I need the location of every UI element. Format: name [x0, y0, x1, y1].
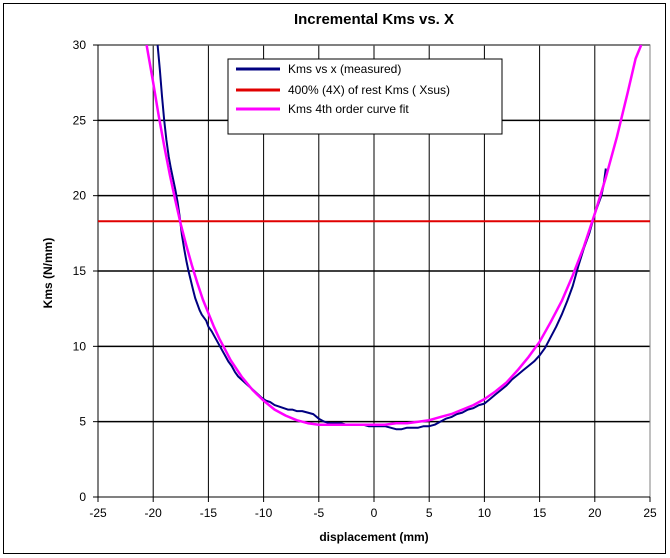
x-tick-label-2: -15 [200, 506, 218, 520]
x-tick-label-10: 25 [643, 506, 657, 520]
y-tick-label-4: 20 [73, 189, 87, 203]
x-tick-label-4: -5 [313, 506, 324, 520]
x-tick-label-7: 10 [478, 506, 492, 520]
y-tick-label-0: 0 [79, 490, 86, 504]
legend: Kms vs x (measured) 400% (4X) of rest Km… [227, 58, 503, 135]
series-lines [98, 44, 650, 431]
x-tick-label-5: 0 [371, 506, 378, 520]
tick-labels: 0 5 10 15 20 25 30 -25 -20 -15 -10 -5 0 5 10 15 20 25 [73, 38, 657, 520]
y-tick-label-1: 5 [79, 415, 86, 429]
x-tick-label-1: -20 [145, 506, 163, 520]
y-axis-title: Kms (N/mm) [41, 238, 55, 309]
x-tick-label-8: 15 [533, 506, 547, 520]
y-tick-label-3: 15 [73, 264, 87, 278]
legend-label-measured: Kms vs x (measured) [288, 62, 401, 76]
y-tick-label-5: 25 [73, 113, 87, 127]
x-tick-label-9: 20 [588, 506, 602, 520]
legend-label-rest-kms: 400% (4X) of rest Kms ( Xsus) [288, 83, 450, 97]
chart-title: Incremental Kms vs. X [294, 11, 454, 28]
x-axis-title: displacement (mm) [319, 530, 428, 544]
legend-label-curve-fit: Kms 4th order curve fit [288, 102, 409, 116]
x-tick-label-3: -10 [255, 506, 273, 520]
x-tick-label-6: 5 [426, 506, 433, 520]
y-tick-label-6: 30 [73, 38, 87, 52]
x-tick-label-0: -25 [89, 506, 107, 520]
series-line-curve-fit [145, 44, 643, 426]
y-tick-label-2: 10 [73, 339, 87, 353]
legend-box [227, 58, 503, 135]
series-line-measured [156, 44, 607, 431]
axes [93, 44, 651, 502]
